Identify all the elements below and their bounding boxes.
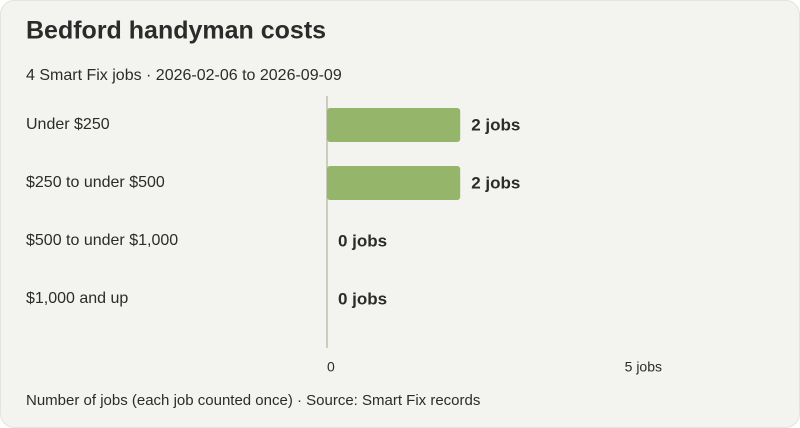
x-tick-label: 5 jobs [625,359,662,375]
bar [327,166,461,200]
category-label: $500 to under $1,000 [26,232,178,249]
category-label: $250 to under $500 [26,174,165,191]
value-label: 0 jobs [338,289,387,308]
chart-title: Bedford handyman costs [26,17,326,45]
category-label: Under $250 [26,116,110,133]
category-label: $1,000 and up [26,290,128,307]
value-label: 2 jobs [471,173,520,192]
value-label: 2 jobs [471,115,520,134]
x-tick-label: 0 [327,359,335,375]
x-axis-label: Number of jobs (each job counted once) ·… [26,392,480,409]
bar [327,108,461,142]
value-label: 0 jobs [338,231,387,250]
chart-subtitle: 4 Smart Fix jobs · 2026-02-06 to 2026-09… [26,67,342,84]
